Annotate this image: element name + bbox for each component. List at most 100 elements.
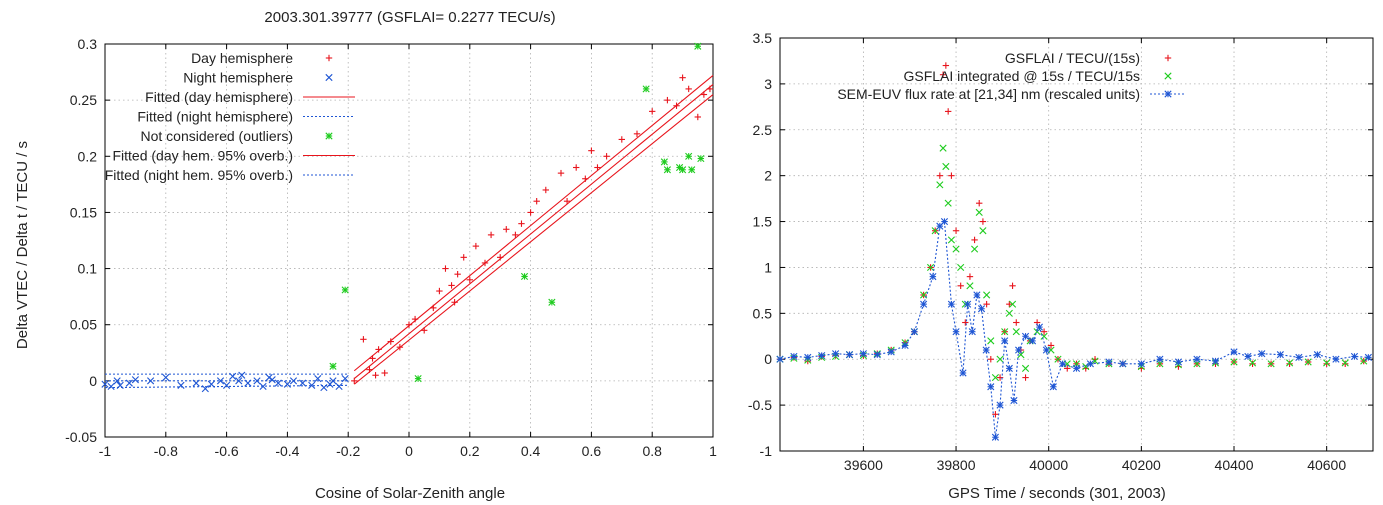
chart1-point-4-0 bbox=[329, 362, 337, 370]
chart1-point-1-26 bbox=[308, 381, 316, 389]
chart2-point-2-38 bbox=[1105, 358, 1113, 366]
chart2-point-2-18 bbox=[964, 300, 972, 308]
chart2-point-2-36 bbox=[1072, 364, 1081, 372]
chart1-x-tick-label: 0.6 bbox=[582, 443, 602, 459]
chart1-point-1-19 bbox=[259, 382, 267, 391]
chart2-point-0-57 bbox=[1323, 360, 1330, 368]
chart1-x-tick-label: -0.4 bbox=[275, 443, 299, 459]
chart2-legend-label-1: GSFLAI integrated @ 15s / TECU/15s bbox=[903, 68, 1140, 84]
chart1-point-0-18 bbox=[460, 254, 467, 261]
chart1-x-tick-label: 0.2 bbox=[460, 443, 480, 459]
chart1-point-0-31 bbox=[563, 198, 571, 205]
chart1-point-0-35 bbox=[594, 164, 601, 171]
chart1-y-tick-label: 0.1 bbox=[78, 261, 98, 277]
chart1-point-0-44 bbox=[694, 113, 701, 121]
chart1-title: 2003.301.39777 (GSFLAI= 0.2277 TECU/s) bbox=[264, 9, 555, 26]
chart1-point-1-31 bbox=[335, 382, 343, 391]
chart1-y-tick-label: 0.25 bbox=[70, 92, 97, 108]
chart2-y-tick-label: 0 bbox=[764, 351, 772, 367]
chart1-x-tick-label: 0.8 bbox=[642, 443, 662, 459]
chart1-y-tick-label: 0.15 bbox=[70, 204, 97, 220]
chart1-legend-label-0: Day hemisphere bbox=[191, 50, 293, 66]
chart2-point-2-25 bbox=[996, 401, 1004, 409]
chart2-point-1-53 bbox=[1248, 359, 1257, 367]
chart2-point-2-27 bbox=[1005, 364, 1013, 372]
chart1-point-0-13 bbox=[436, 287, 443, 295]
chart1-x-tick-label: 1 bbox=[709, 443, 717, 459]
chart2-point-1-12 bbox=[926, 263, 935, 272]
chart1-y-tick-label: 0 bbox=[89, 373, 97, 389]
chart1-legend-label-4: Not considered (outliers) bbox=[140, 128, 293, 144]
chart1-series-line-6-0 bbox=[104, 384, 349, 389]
chart2-point-1-25 bbox=[979, 227, 987, 235]
chart2-point-2-20 bbox=[973, 291, 981, 299]
chart1-point-0-1 bbox=[360, 336, 367, 343]
chart2-y-tick-label: 2.5 bbox=[753, 122, 773, 138]
chart1-point-1-4 bbox=[125, 379, 133, 387]
chart1-point-0-26 bbox=[518, 220, 525, 227]
chart1-point-0-29 bbox=[542, 186, 549, 194]
chart2-point-2-46 bbox=[1244, 352, 1252, 361]
chart2-legend-symbol-1 bbox=[1164, 72, 1172, 80]
chart1-point-1-10 bbox=[201, 385, 209, 393]
chart1-point-0-24 bbox=[503, 226, 510, 233]
chart2-y-tick-label: 2 bbox=[764, 168, 772, 184]
chart2-point-0-53 bbox=[1249, 360, 1256, 368]
chart2-point-1-26 bbox=[983, 291, 991, 299]
chart2-point-2-33 bbox=[1042, 346, 1050, 354]
chart2-point-2-44 bbox=[1211, 357, 1220, 365]
chart2-point-0-15 bbox=[939, 71, 947, 78]
chart1-point-0-20 bbox=[472, 242, 480, 250]
chart2-point-2-31 bbox=[1028, 337, 1037, 345]
chart2-point-2-49 bbox=[1295, 353, 1303, 361]
chart1-legend-label-1: Night hemisphere bbox=[183, 70, 293, 86]
chart2-point-2-42 bbox=[1174, 358, 1183, 366]
chart1-point-0-14 bbox=[442, 265, 449, 272]
chart2-point-2-6 bbox=[859, 350, 867, 358]
chart1-x-tick-label: -1 bbox=[99, 443, 112, 459]
chart1-series-2 bbox=[353, 83, 714, 380]
chart1-point-4-7 bbox=[663, 166, 671, 174]
chart1-series-4 bbox=[329, 42, 705, 383]
chart2-y-tick-label: -0.5 bbox=[748, 397, 772, 413]
chart1-point-0-4 bbox=[372, 372, 379, 379]
chart1-point-1-8 bbox=[177, 381, 185, 389]
chart2-point-2-37 bbox=[1086, 360, 1094, 368]
chart2-x-tick-label: 40600 bbox=[1307, 457, 1346, 473]
chart1-point-4-4 bbox=[548, 298, 556, 306]
chart1-point-1-21 bbox=[268, 376, 276, 384]
chart2-x-tick-label: 40400 bbox=[1215, 457, 1254, 473]
chart1-x-tick-label: -0.2 bbox=[336, 443, 360, 459]
chart1-point-0-34 bbox=[588, 147, 595, 154]
chart2-point-2-10 bbox=[910, 328, 918, 336]
chart2-point-2-17 bbox=[959, 369, 967, 377]
chart2-point-1-52 bbox=[1230, 358, 1238, 366]
chart2-legend: GSFLAI / TECU/(15s) GSFLAI integrated @ 1… bbox=[837, 50, 1186, 102]
chart2-point-1-32 bbox=[1008, 300, 1017, 308]
chart2-point-1-54 bbox=[1267, 360, 1275, 368]
chart2-point-0-35 bbox=[1022, 374, 1029, 381]
chart2-point-0-14 bbox=[936, 172, 944, 179]
chart2-point-2-23 bbox=[987, 383, 995, 391]
chart2-y-tick-label: -1 bbox=[760, 443, 773, 459]
chart1-point-4-13 bbox=[697, 154, 705, 163]
chart2-point-0-23 bbox=[971, 236, 978, 244]
chart1-legend-label-2: Fitted (day hemisphere) bbox=[145, 89, 293, 105]
chart1-point-0-36 bbox=[603, 153, 610, 160]
chart2-point-2-45 bbox=[1230, 348, 1238, 356]
chart2-point-1-14 bbox=[936, 181, 944, 189]
chart2-point-1-30 bbox=[1001, 328, 1009, 336]
chart2-point-2-43 bbox=[1193, 355, 1201, 363]
chart2-point-2-3 bbox=[818, 351, 826, 360]
chart1-point-1-22 bbox=[274, 379, 282, 387]
chart2-point-2-26 bbox=[1001, 337, 1009, 345]
chart1-point-0-40 bbox=[664, 96, 671, 104]
chart2-point-2-7 bbox=[873, 351, 881, 359]
chart1-point-0-19 bbox=[466, 276, 473, 283]
chart2-point-2-2 bbox=[804, 353, 812, 361]
chart2-legend-marker-2 bbox=[1164, 90, 1172, 98]
chart1-point-4-10 bbox=[685, 152, 693, 160]
chart2-x-tick-label: 39600 bbox=[844, 457, 883, 473]
chart2-point-0-58 bbox=[1342, 360, 1349, 368]
